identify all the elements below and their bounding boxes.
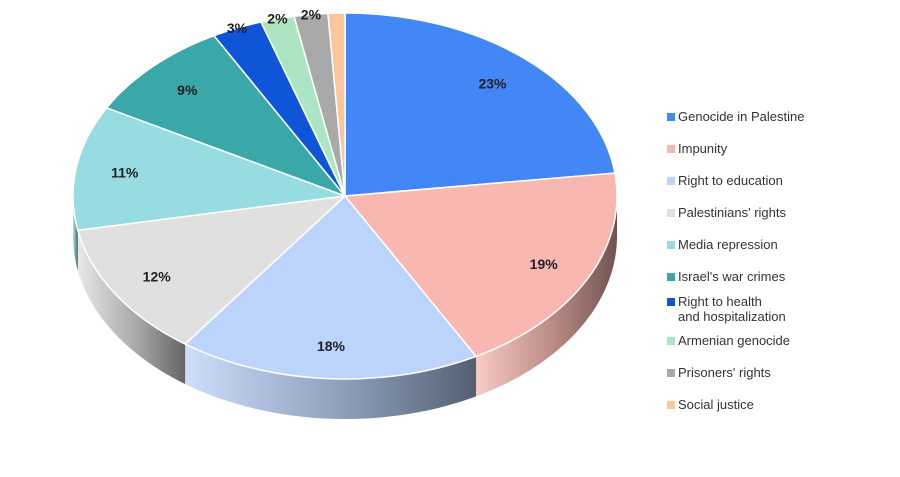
legend-item-israel-s-war-crimes: Israel's war crimes [667, 269, 786, 284]
slice-impunity [344, 172, 618, 358]
legend-label: Right to education [678, 173, 783, 188]
pie-labels: 23% 19% 18% 12% 11% 9% 3% 2% 2% 1% [111, 0, 558, 354]
legend-swatch [667, 401, 675, 409]
side-impunity-shade [476, 196, 617, 397]
legend-item-social-justice: Social justice [667, 397, 754, 412]
slice-label-israel-s-war-crimes: 9% [177, 82, 198, 98]
legend-label: Palestinians' rights [678, 205, 786, 220]
legend-swatch [667, 337, 675, 345]
slice-label-right-to-health-and-hospitalization: 3% [227, 20, 248, 36]
slice-palestinians-rights [77, 195, 346, 345]
legend-swatch [667, 177, 675, 185]
legend-item-media-repression: Media repression [667, 237, 778, 252]
legend-swatch [667, 273, 675, 281]
legend-label: Impunity [678, 141, 728, 156]
legend-swatch [667, 145, 675, 153]
legend-label: Right to health [678, 294, 762, 309]
slice-label-media-repression: 11% [111, 165, 139, 181]
legend-swatch [667, 113, 675, 121]
slice-genocide-in-palestine [344, 12, 616, 197]
legend-swatch [667, 369, 675, 377]
legend-swatch [667, 241, 675, 249]
legend-label: Armenian genocide [678, 333, 790, 348]
slice-label-palestinians-rights: 12% [143, 268, 172, 284]
legend-label: Media repression [678, 237, 778, 252]
legend-item-prisoners-rights: Prisoners' rights [667, 365, 771, 380]
slice-label-right-to-education: 18% [317, 338, 346, 354]
slice-label-genocide-in-palestine: 23% [478, 75, 507, 91]
legend-label: Genocide in Palestine [678, 109, 804, 124]
legend-label: Israel's war crimes [678, 269, 786, 284]
legend-label: Social justice [678, 397, 754, 412]
slice-right-to-education [184, 195, 477, 380]
legend-item-impunity: Impunity [667, 141, 728, 156]
legend-label: and hospitalization [678, 309, 786, 324]
slice-label-social-justice: 1% [325, 0, 346, 1]
legend: Genocide in Palestine Impunity Right to ed… [667, 109, 804, 412]
side-right-to-education-shade [185, 344, 477, 419]
legend-item-right-to-education: Right to education [667, 173, 783, 188]
pie-top [72, 12, 618, 380]
slice-media-repression [72, 107, 346, 232]
side-palestinians-rights-shade [77, 230, 186, 385]
legend-item-armenian-genocide: Armenian genocide [667, 333, 790, 348]
legend-swatch [667, 209, 675, 217]
slice-social-justice [327, 12, 346, 197]
legend-item-genocide-in-palestine: Genocide in Palestine [667, 109, 804, 124]
legend-swatch [667, 298, 675, 306]
legend-label: Prisoners' rights [678, 365, 771, 380]
slice-label-prisoners-rights: 2% [301, 6, 322, 22]
slice-label-impunity: 19% [530, 256, 559, 272]
slice-israel-s-war-crimes [105, 34, 346, 197]
legend-item-palestinians-rights: Palestinians' rights [667, 205, 786, 220]
slice-label-armenian-genocide: 2% [267, 11, 288, 27]
